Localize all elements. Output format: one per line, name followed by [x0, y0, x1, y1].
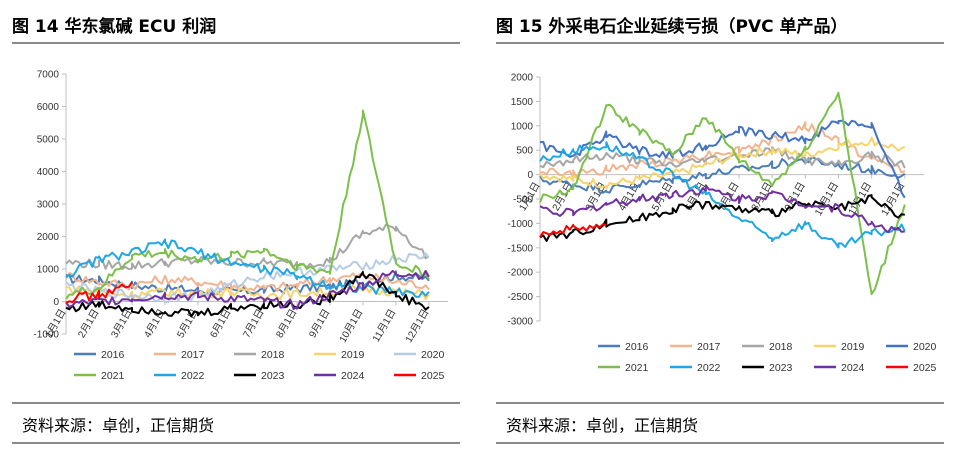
- y-tick-label: -500: [513, 195, 533, 206]
- series-line-2019: [539, 136, 906, 190]
- legend-label-2019: 2019: [841, 341, 865, 353]
- legend-label-2018: 2018: [261, 349, 285, 361]
- y-tick-label: 1500: [511, 97, 534, 108]
- legend-label-2019: 2019: [341, 349, 365, 361]
- x-tick-label: 2月1日: [76, 307, 102, 340]
- y-tick-label: 4000: [37, 167, 60, 178]
- legend-label-2017: 2017: [697, 341, 721, 353]
- legend-label-2016: 2016: [101, 349, 125, 361]
- x-tick-label: 11月1日: [846, 180, 874, 217]
- x-tick-label: 11月1日: [370, 307, 398, 344]
- left-line-chart: -1000 0 1000 2000 3000 4000 5000 6000 7000 1月1日 2月…: [33, 70, 448, 382]
- series-line-2018: [539, 146, 906, 169]
- legend-label-2024: 2024: [341, 370, 365, 382]
- left-source-bar: 资料来源：卓创，正信期货: [12, 402, 460, 444]
- legend-label-2025: 2025: [913, 362, 937, 374]
- left-source-note: 资料来源：卓创，正信期货: [22, 416, 215, 435]
- y-tick-label: -3000: [507, 317, 533, 328]
- x-tick-label: 8月1日: [274, 307, 300, 340]
- legend-label-2025: 2025: [421, 370, 445, 382]
- right-title-bar: [496, 8, 944, 44]
- series-line-2021: [539, 91, 906, 296]
- legend-label-2022: 2022: [181, 370, 205, 382]
- left-title-bar: [12, 8, 460, 44]
- y-tick-label: -2500: [507, 292, 533, 303]
- series-line-2022: [539, 141, 906, 249]
- series-line-2016: [539, 156, 906, 194]
- series-line-2025: [539, 223, 607, 238]
- legend-label-2018: 2018: [769, 341, 793, 353]
- legend-label-2021: 2021: [101, 370, 125, 382]
- x-tick-label: 2月1日: [550, 180, 576, 213]
- right-chart-title: 图 15 外采电石企业延续亏损（PVC 单产品）: [496, 17, 848, 37]
- y-tick-label: 2000: [37, 232, 60, 243]
- x-tick-label: 12月1日: [403, 307, 432, 345]
- y-tick-label: 2000: [511, 73, 534, 84]
- legend-label-2020: 2020: [913, 341, 937, 353]
- y-tick-label: 3000: [37, 200, 60, 211]
- y-tick-label: 0: [527, 170, 533, 181]
- series-line-2024: [65, 269, 430, 311]
- x-tick-label: 1月1日: [43, 307, 69, 340]
- series-line-2021: [65, 109, 430, 300]
- legend-label-2023: 2023: [261, 370, 285, 382]
- series-line-2023: [65, 271, 430, 318]
- series-line-2025: [65, 281, 133, 304]
- left-chart-panel: 图 14 华东氯碱 ECU 利润 -1000 0 1000 2000 3000 4000 5…: [0, 0, 470, 454]
- legend-label-2016: 2016: [625, 341, 649, 353]
- left-chart-title: 图 14 华东氯碱 ECU 利润: [12, 17, 217, 37]
- right-line-chart: -3000 -2500 -2000 -1500 -1000 -500 0 500 1000 150…: [507, 73, 937, 375]
- legend-label-2017: 2017: [181, 349, 205, 361]
- x-tick-label: 3月1日: [109, 307, 135, 340]
- series-line-2020: [65, 252, 430, 304]
- y-tick-label: 500: [516, 146, 533, 157]
- y-tick-label: 6000: [37, 102, 60, 113]
- y-tick-label: 1000: [511, 121, 534, 132]
- right-source-note: 资料来源：卓创，正信期货: [506, 416, 699, 435]
- x-tick-label: 10月1日: [337, 307, 366, 345]
- x-tick-label: 7月1日: [241, 307, 267, 340]
- legend-label-2022: 2022: [697, 362, 721, 374]
- series-line-2024: [539, 184, 905, 234]
- right-source-bar: 资料来源：卓创，正信期货: [496, 402, 944, 444]
- y-tick-label: -1500: [507, 243, 533, 254]
- legend-label-2023: 2023: [769, 362, 793, 374]
- y-tick-label: 5000: [37, 135, 60, 146]
- x-tick-label: 9月1日: [307, 307, 333, 340]
- legend-label-2020: 2020: [421, 349, 445, 361]
- legend-label-2021: 2021: [625, 362, 649, 374]
- x-tick-label: 9月1日: [782, 180, 808, 213]
- legend-label-2024: 2024: [841, 362, 865, 374]
- y-tick-label: 1000: [37, 265, 60, 276]
- y-tick-label: -1000: [507, 219, 533, 230]
- y-tick-label: 7000: [37, 70, 60, 81]
- y-tick-label: -1000: [33, 330, 59, 341]
- y-tick-label: 0: [53, 297, 59, 308]
- x-tick-label: 10月1日: [812, 180, 841, 218]
- series-line-2018: [65, 223, 430, 271]
- y-tick-label: -2000: [507, 268, 533, 279]
- right-chart-panel: 图 15 外采电石企业延续亏损（PVC 单产品） -3000 -2500 -2000…: [484, 0, 954, 454]
